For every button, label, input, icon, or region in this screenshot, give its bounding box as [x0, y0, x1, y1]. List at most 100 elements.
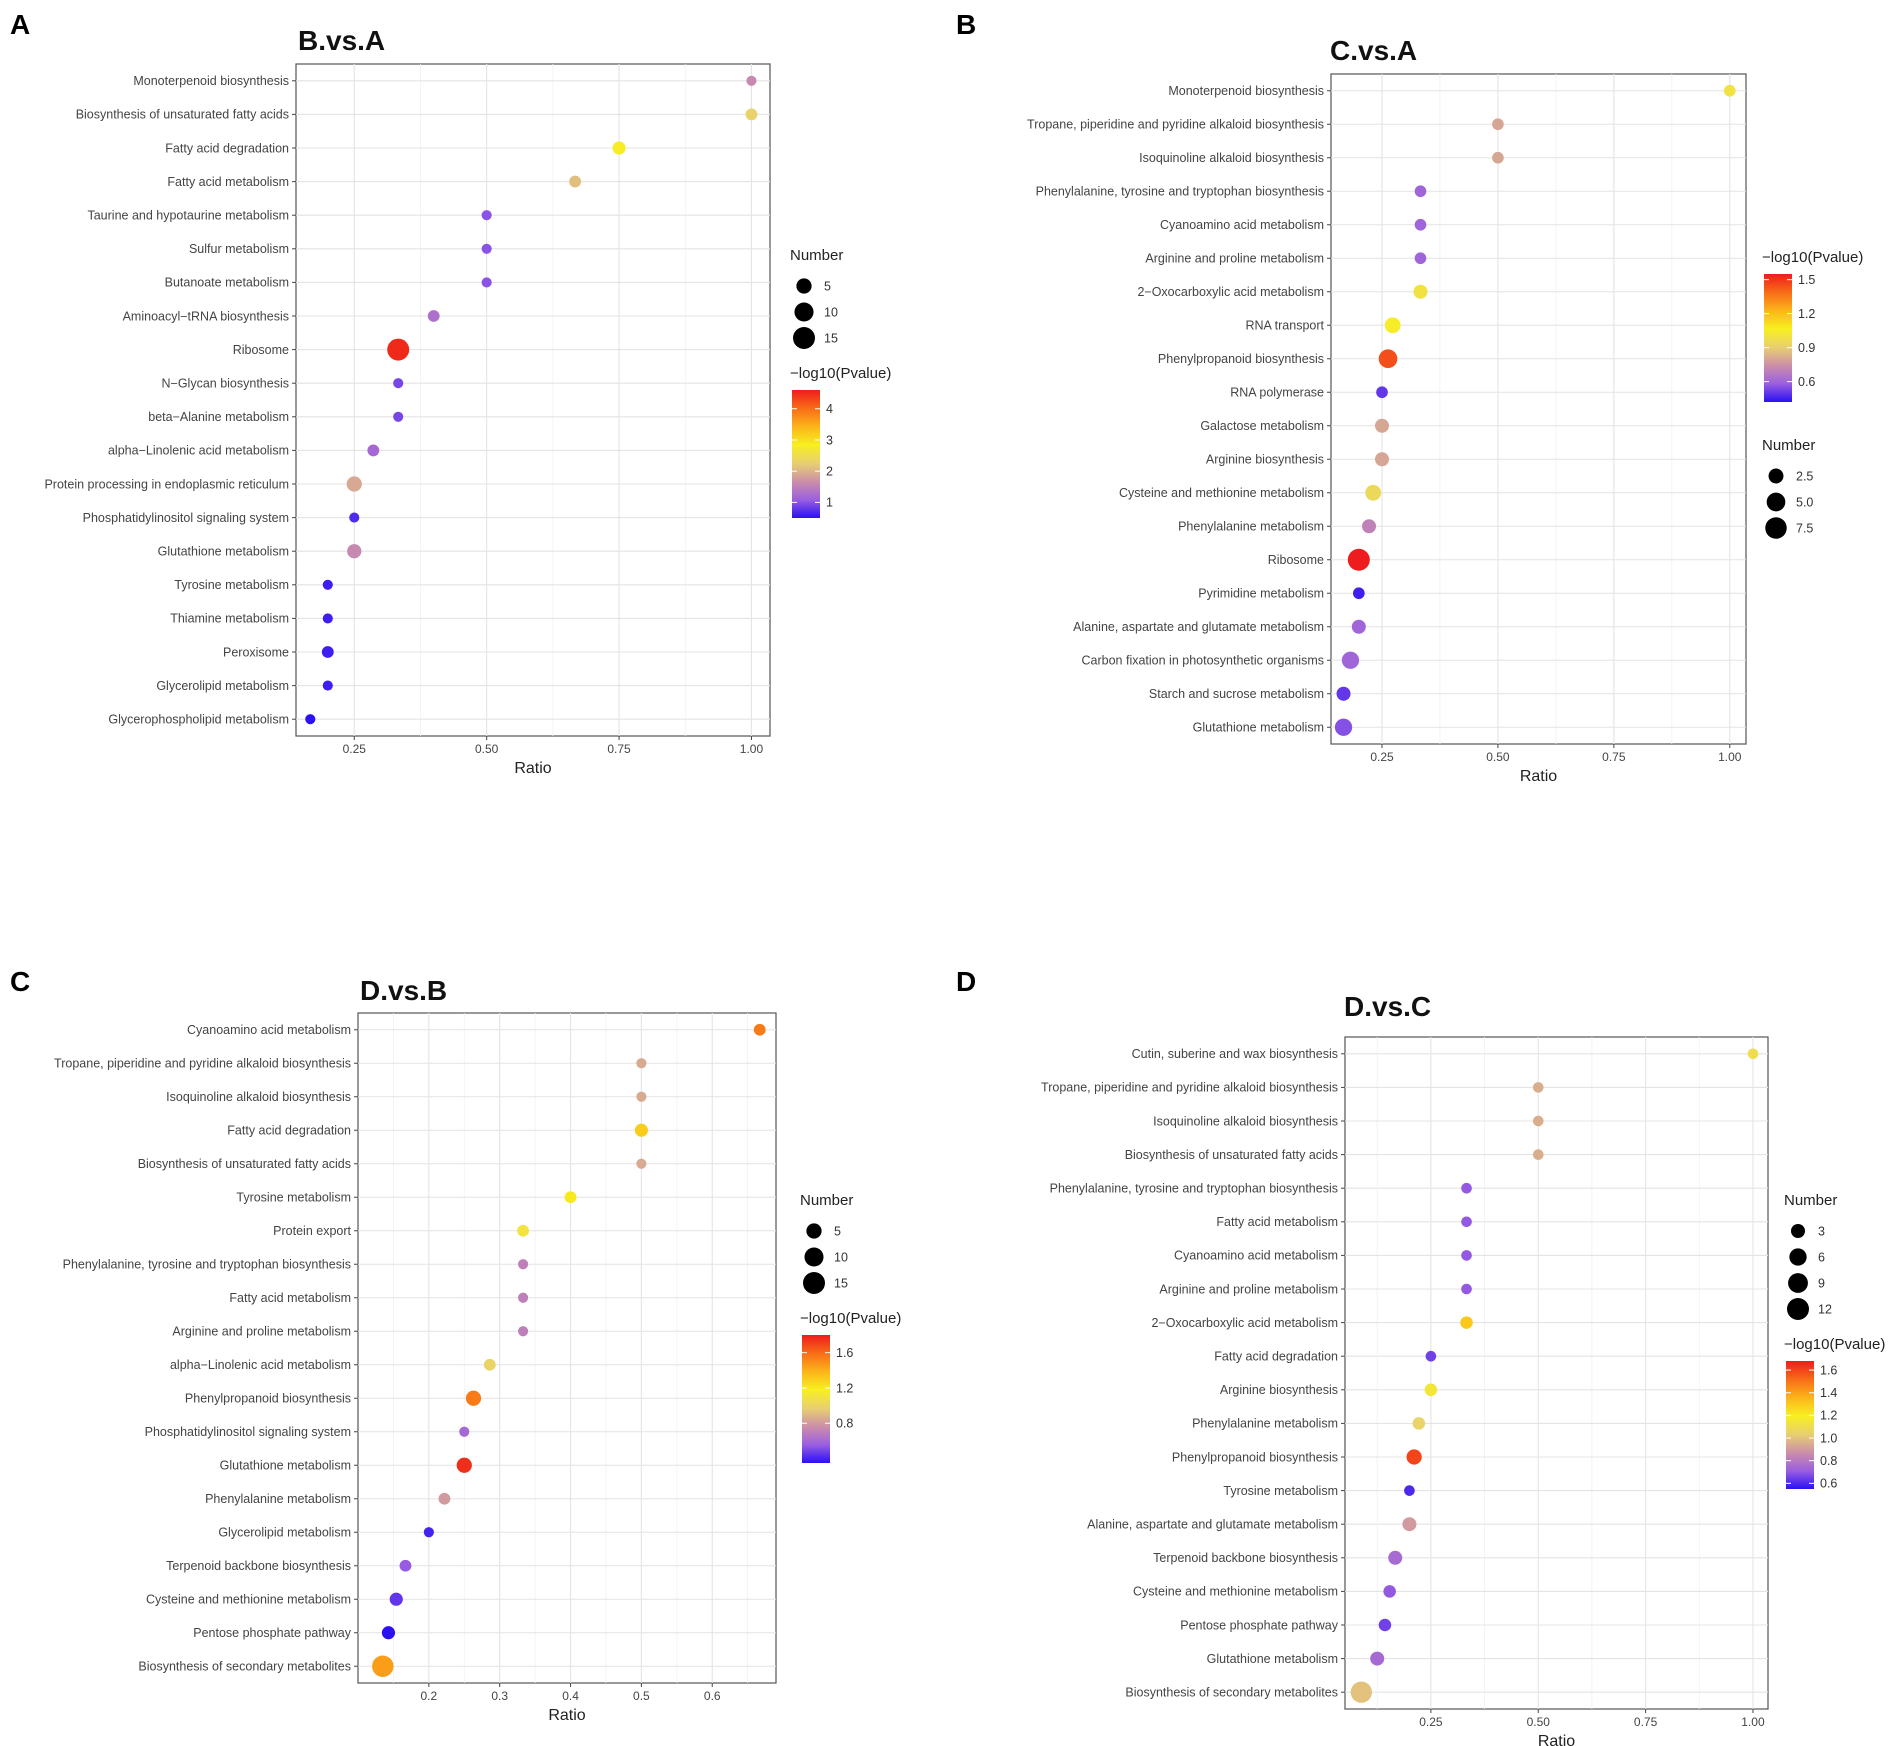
category-label: Terpenoid backbone biosynthesis: [166, 1559, 351, 1573]
data-point: [518, 1326, 529, 1337]
category-label: Taurine and hypotaurine metabolism: [87, 209, 289, 223]
category-label: Alanine, aspartate and glutamate metabol…: [1087, 1518, 1338, 1532]
data-point: [1412, 1417, 1426, 1430]
category-label: RNA polymerase: [1230, 386, 1324, 400]
category-label: Phenylalanine metabolism: [205, 1492, 351, 1506]
plot-area: [295, 63, 771, 737]
data-point: [564, 1191, 577, 1204]
category-label: Aminoacyl−tRNA biosynthesis: [123, 309, 289, 323]
data-points: [372, 1023, 766, 1677]
category-label: Phosphatidylinositol signaling system: [145, 1425, 351, 1439]
size-legend-label: 15: [824, 332, 838, 346]
category-label: Fatty acid metabolism: [167, 175, 289, 189]
category-label: alpha−Linolenic acid metabolism: [108, 444, 289, 458]
size-legend-dot: [1768, 468, 1784, 484]
category-label: Fatty acid metabolism: [229, 1291, 351, 1305]
data-point: [1341, 651, 1360, 669]
data-point: [347, 544, 362, 559]
category-label: Ribosome: [233, 343, 289, 357]
category-label: Arginine and proline metabolism: [1145, 252, 1324, 266]
x-tick-label: 0.25: [1419, 1715, 1443, 1729]
colorbar-label: 1.0: [1820, 1431, 1837, 1445]
color-legend: −log10(Pvalue) 0.6 0.9 1.2 1.5: [1762, 249, 1863, 402]
data-point: [1461, 1216, 1472, 1228]
category-label: Biosynthesis of unsaturated fatty acids: [1125, 1148, 1338, 1162]
x-tick-label: 0.75: [1634, 1715, 1658, 1729]
data-point: [367, 444, 380, 457]
data-points: [305, 75, 758, 725]
data-point: [634, 1123, 648, 1137]
colorbar-label: 0.6: [1820, 1477, 1837, 1491]
size-legend-label: 12: [1818, 1303, 1832, 1317]
data-point: [423, 1527, 434, 1538]
size-legend-label: 6: [1818, 1251, 1825, 1265]
category-label: N−Glycan biosynthesis: [162, 377, 290, 391]
color-legend-title: −log10(Pvalue): [1784, 1336, 1885, 1353]
x-tick-label: 0.75: [607, 742, 631, 756]
data-point: [1461, 1283, 1472, 1295]
data-point: [1414, 252, 1427, 265]
category-label: Monoterpenoid biosynthesis: [1168, 84, 1324, 98]
category-label: Arginine biosynthesis: [1206, 453, 1324, 467]
category-label: Cysteine and methionine metabolism: [1133, 1585, 1338, 1599]
data-point: [481, 277, 492, 288]
category-label: Carbon fixation in photosynthetic organi…: [1082, 654, 1325, 668]
panel-a: A B.vs.A Monoterpenoid biosynthesis Biosynt…: [10, 9, 891, 777]
data-point: [393, 378, 404, 389]
category-label: Butanoate metabolism: [165, 276, 289, 290]
panel-c: C D.vs.B Cyanoamino acid metabolism Tropane…: [10, 966, 901, 1724]
data-point: [636, 1091, 647, 1102]
colorbar-label: 2: [826, 464, 833, 478]
size-legend-title: Number: [1762, 437, 1815, 454]
data-point: [321, 646, 334, 658]
data-point: [518, 1259, 529, 1270]
x-tick-label: 0.25: [343, 742, 367, 756]
data-point: [387, 338, 410, 361]
data-point: [393, 411, 404, 422]
data-point: [1460, 1316, 1473, 1329]
size-legend-dot: [793, 327, 815, 349]
data-point: [1351, 619, 1366, 634]
size-legend-dot: [804, 1247, 824, 1267]
colorbar-label: 1.5: [1798, 273, 1815, 287]
data-point: [399, 1559, 412, 1572]
panel-letter: B: [956, 9, 976, 40]
x-tick-label: 0.3: [491, 1689, 508, 1703]
data-point: [1532, 1082, 1544, 1093]
data-point: [1414, 218, 1427, 231]
colorbar-label: 0.8: [1820, 1454, 1837, 1468]
color-legend-title: −log10(Pvalue): [790, 365, 891, 382]
data-point: [1336, 686, 1351, 701]
category-label: beta−Alanine metabolism: [148, 410, 289, 424]
size-legend-title: Number: [800, 1192, 853, 1209]
chart-title: D.vs.C: [1344, 991, 1431, 1022]
category-label: Sulfur metabolism: [189, 242, 289, 256]
category-label: Starch and sucrose metabolism: [1149, 687, 1324, 701]
category-label: Ribosome: [1268, 553, 1324, 567]
data-point: [1723, 84, 1736, 97]
size-legend-dot: [1791, 1224, 1805, 1238]
x-tick-label: 0.25: [1370, 750, 1394, 764]
color-legend: −log10(Pvalue) 0.8 1.2 1.6: [800, 1310, 901, 1463]
x-tick-label: 0.75: [1602, 750, 1626, 764]
data-point: [1376, 386, 1388, 399]
category-label: Glycerolipid metabolism: [156, 679, 289, 693]
size-legend-label: 5: [834, 1225, 841, 1239]
data-point: [1334, 718, 1353, 736]
data-point: [1375, 452, 1390, 467]
data-point: [1378, 349, 1398, 369]
category-label: Phenylalanine, tyrosine and tryptophan b…: [1050, 1182, 1338, 1196]
category-label: Phenylalanine metabolism: [1192, 1417, 1338, 1431]
x-axis-title: Ratio: [1520, 768, 1557, 785]
panel-d: D D.vs.C Cutin, suberine and wax biosynthe…: [956, 966, 1885, 1746]
category-label: Pentose phosphate pathway: [1180, 1618, 1339, 1632]
color-legend-title: −log10(Pvalue): [800, 1310, 901, 1327]
data-point: [1384, 317, 1401, 334]
category-label: Biosynthesis of secondary metabolites: [1125, 1686, 1338, 1700]
data-point: [1404, 1485, 1415, 1496]
category-label: Phenylalanine, tyrosine and tryptophan b…: [63, 1258, 351, 1272]
x-tick-label: 1.00: [740, 742, 764, 756]
size-legend-dot: [1789, 1248, 1807, 1266]
x-axis-title: Ratio: [548, 1707, 585, 1724]
